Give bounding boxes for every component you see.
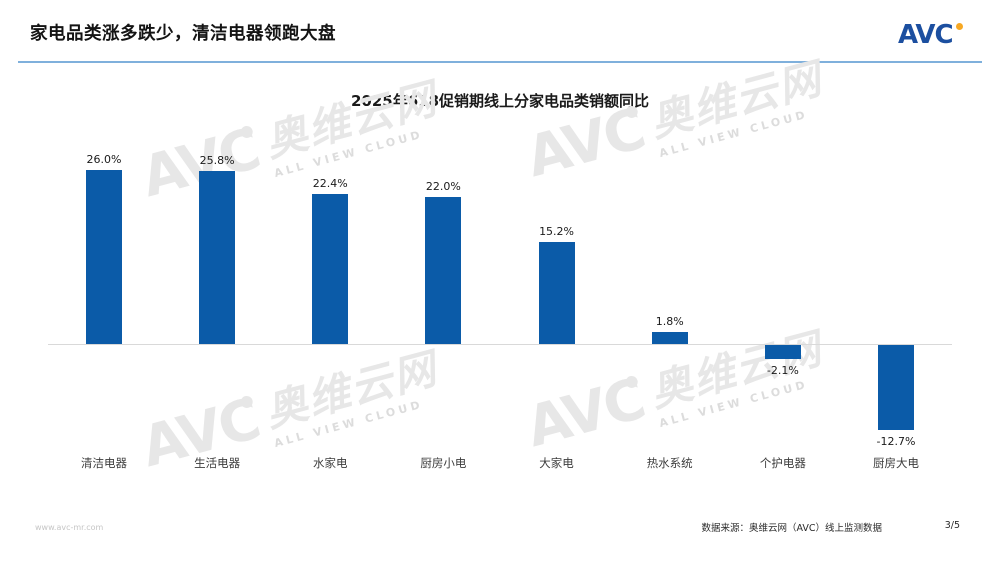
page-title: 家电品类涨多跌少，清洁电器领跑大盘	[30, 24, 336, 44]
avc-logo-dot	[956, 23, 963, 30]
value-label: 22.0%	[425, 180, 461, 193]
category-label: 热水系统	[646, 456, 693, 470]
category-label: 水家电	[313, 456, 348, 470]
bar-plot: 26.0% 清洁电器 25.8% 生活电器 22.4% 水家电 22.0% 厨房小电 15.2%…	[48, 130, 952, 510]
bar-个护电器	[764, 345, 801, 359]
category-label: 清洁电器	[81, 456, 127, 470]
bar-清洁电器	[86, 170, 122, 344]
value-label: 25.8%	[199, 154, 235, 167]
avc-logo: AVC	[898, 20, 964, 50]
footer: www.avc-mr.com 数据来源：奥维云网（AVC）线上监测数据 3/5	[0, 520, 1000, 540]
bar-大家电	[538, 242, 575, 344]
value-label: 15.2%	[539, 225, 575, 238]
value-label: 1.8%	[655, 315, 684, 328]
bar-水家电	[312, 194, 349, 344]
header-divider	[18, 61, 982, 63]
value-label: 22.4%	[312, 177, 348, 190]
website-url: www.avc-mr.com	[35, 523, 104, 532]
chart-title: 2025年618促销期线上分家电品类销额同比	[350, 92, 650, 110]
bar-热水系统	[651, 332, 688, 344]
avc-logo-text: AVC	[898, 20, 954, 50]
category-label: 大家电	[539, 456, 574, 470]
bar-生活电器	[199, 171, 236, 344]
category-label: 厨房大电	[872, 456, 919, 470]
category-label: 个护电器	[759, 456, 806, 470]
bar-厨房大电	[877, 345, 914, 430]
category-label: 生活电器	[194, 456, 241, 470]
page-number: 3/5	[944, 520, 960, 531]
value-label: 26.0%	[86, 153, 122, 166]
category-label: 厨房小电	[420, 456, 467, 470]
value-label: -2.1%	[766, 364, 799, 377]
zero-axis-line	[48, 344, 952, 345]
data-source-note: 数据来源：奥维云网（AVC）线上监测数据	[701, 523, 882, 534]
value-label: -12.7%	[876, 435, 916, 448]
bar-厨房小电	[425, 197, 462, 344]
